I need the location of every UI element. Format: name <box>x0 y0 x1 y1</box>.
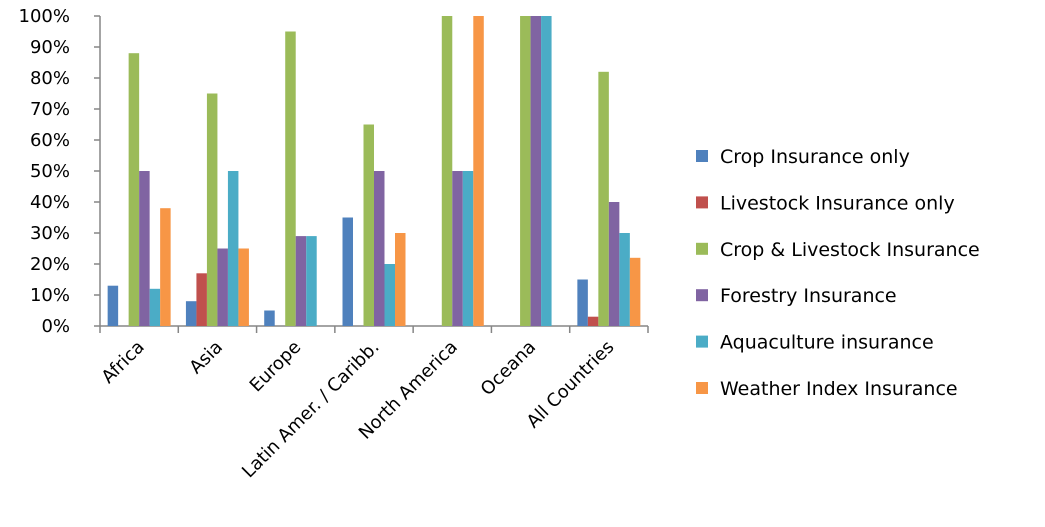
bar-aquaculture-insurance-north-america <box>462 171 474 326</box>
y-tick-label: 20% <box>30 254 70 275</box>
bar-weather-index-insurance-asia <box>238 248 249 326</box>
y-tick-label: 0% <box>41 316 70 337</box>
x-category-label: Africa <box>98 337 149 388</box>
legend-label: Crop Insurance only <box>720 146 910 168</box>
bar-crop-insurance-only-asia <box>185 301 197 326</box>
y-tick-label: 80% <box>30 68 70 89</box>
y-tick-label: 70% <box>30 99 70 120</box>
bar-crop-livestock-insurance-north-america <box>441 16 453 326</box>
bar-livestock-insurance-only-asia <box>196 273 207 326</box>
bar-crop-insurance-only-europe <box>264 310 275 326</box>
x-category-label: Asia <box>185 337 227 379</box>
legend-swatch <box>696 335 708 348</box>
bar-crop-insurance-only-africa <box>107 285 119 326</box>
x-category-label: Oceana <box>477 337 540 400</box>
bar-forestry-insurance-north-america <box>452 171 463 326</box>
bar-aquaculture-insurance-asia <box>227 171 239 326</box>
legend-swatch <box>696 242 708 255</box>
x-category-label: Latin Amer. / Caribb. <box>238 337 383 482</box>
bar-aquaculture-insurance-oceana <box>541 16 552 326</box>
bar-forestry-insurance-europe <box>295 236 307 326</box>
bar-crop-insurance-only-latin-amer-caribb <box>342 217 353 326</box>
bar-aquaculture-insurance-africa <box>149 288 161 326</box>
legend-label: Livestock Insurance only <box>720 192 955 214</box>
y-tick-label: 60% <box>30 130 70 151</box>
bar-weather-index-insurance-africa <box>160 208 171 326</box>
bar-aquaculture-insurance-all-countries <box>619 233 630 326</box>
y-tick-label: 40% <box>30 192 70 213</box>
bar-crop-livestock-insurance-latin-amer-caribb <box>363 124 374 326</box>
bar-forestry-insurance-oceana <box>530 16 542 326</box>
bar-layer <box>107 16 641 326</box>
bar-weather-index-insurance-all-countries <box>629 257 641 326</box>
bar-forestry-insurance-all-countries <box>608 202 620 326</box>
legend: Crop Insurance only Livestock Insurance o… <box>696 146 980 400</box>
legend-swatch <box>696 150 708 162</box>
y-tick-label: 10% <box>30 285 70 306</box>
y-tick-label: 100% <box>19 6 70 27</box>
bar-crop-livestock-insurance-europe <box>285 31 296 326</box>
y-tick-label: 50% <box>30 161 70 182</box>
bar-crop-livestock-insurance-oceana <box>520 16 531 326</box>
legend-label: Aquaculture insurance <box>720 332 934 354</box>
bar-crop-insurance-only-all-countries <box>577 279 588 326</box>
legend-label: Weather Index Insurance <box>720 378 958 400</box>
bar-weather-index-insurance-north-america <box>473 16 484 326</box>
bar-forestry-insurance-latin-amer-caribb <box>374 171 385 326</box>
legend-swatch <box>696 382 708 394</box>
x-category-label: Europe <box>246 337 306 397</box>
bar-weather-index-insurance-latin-amer-caribb <box>395 233 406 326</box>
bar-crop-livestock-insurance-asia <box>206 93 218 326</box>
legend-swatch <box>696 196 708 209</box>
y-tick-label: 30% <box>30 223 70 244</box>
bar-crop-livestock-insurance-africa <box>128 53 140 326</box>
bar-crop-livestock-insurance-all-countries <box>598 71 609 326</box>
bar-aquaculture-insurance-latin-amer-caribb <box>384 264 395 326</box>
legend-label: Crop & Livestock Insurance <box>720 239 980 261</box>
legend-swatch <box>696 289 708 302</box>
legend-label: Forestry Insurance <box>720 285 897 307</box>
bar-aquaculture-insurance-europe <box>306 236 317 326</box>
bar-forestry-insurance-africa <box>139 171 150 326</box>
bar-livestock-insurance-only-all-countries <box>587 316 599 326</box>
y-tick-label: 90% <box>30 37 70 58</box>
bar-forestry-insurance-asia <box>217 248 228 326</box>
